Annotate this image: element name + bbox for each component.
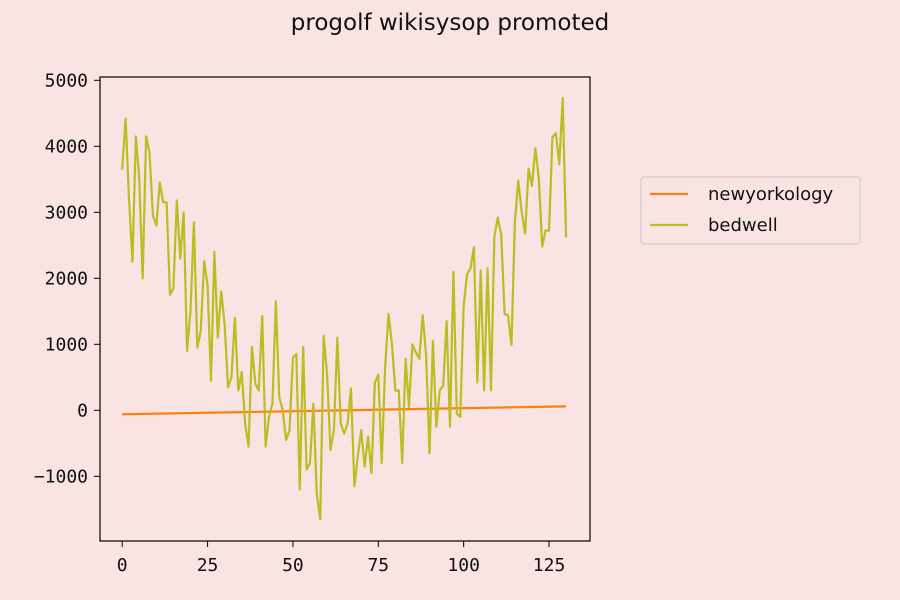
x-axis: 0 25 50 75 100 125	[117, 541, 566, 576]
x-tick-label: 0	[117, 555, 128, 576]
x-tick-label: 75	[367, 555, 389, 576]
legend-label-bedwell: bedwell	[708, 215, 778, 236]
legend: newyorkology bedwell	[640, 176, 861, 245]
plot-area	[99, 76, 591, 542]
y-tick-label: 3000	[45, 202, 88, 223]
series-lines	[121, 97, 568, 521]
x-tick-label: 100	[447, 555, 480, 576]
y-tick-label: 0	[77, 400, 88, 421]
chart-title: progolf wikisysop promoted	[291, 10, 609, 36]
y-axis: −1000 0 1000 2000 3000 4000 5000	[34, 70, 100, 487]
x-tick-label: 50	[282, 555, 304, 576]
x-tick-label: 25	[197, 555, 219, 576]
y-tick-label: 2000	[45, 268, 88, 289]
series-line-newyorkology	[122, 405, 567, 416]
y-tick-label: 4000	[45, 136, 88, 157]
y-tick-label: 5000	[45, 70, 88, 91]
series-line-bedwell	[121, 97, 568, 521]
legend-label-newyorkology: newyorkology	[708, 184, 834, 205]
legend-box	[640, 176, 861, 245]
x-tick-label: 125	[533, 555, 566, 576]
y-tick-label: 1000	[45, 334, 88, 355]
y-tick-label: −1000	[34, 466, 88, 487]
